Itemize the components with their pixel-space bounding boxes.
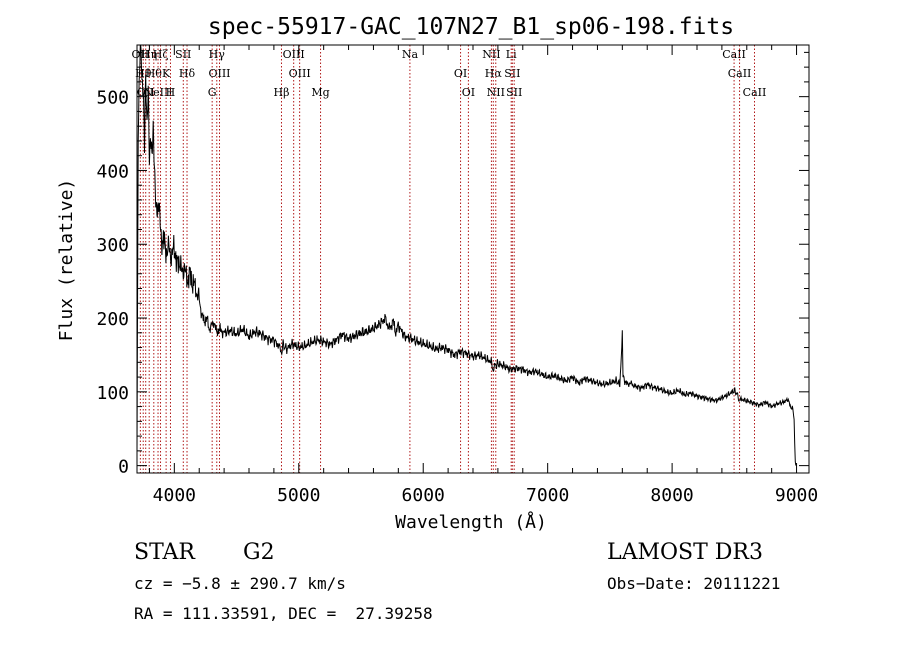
emission-line-markers: OIIHθOIIHηHθNeIIIHζKHSIIHδGHγOIIIHβOIIIO… (132, 45, 767, 473)
spectrum-line (136, 44, 797, 466)
line-marker-label-16: OIII (289, 67, 311, 80)
y-tick-label-5: 500 (96, 88, 129, 109)
redshift-cz: cz = −5.8 ± 290.7 km/s (134, 574, 346, 593)
line-marker-label-28: CaII (728, 67, 752, 80)
line-marker-label-3: Hη (141, 48, 157, 61)
line-marker-label-20: OI (462, 86, 475, 99)
line-marker-label-7: K (162, 67, 171, 80)
y-tick-label-0: 0 (118, 457, 129, 478)
line-marker-label-27: CaII (722, 48, 746, 61)
x-tick-label-4: 8000 (650, 485, 693, 506)
line-marker-label-10: Hδ (179, 67, 196, 80)
chart-title: spec-55917-GAC_107N27_B1_sp06-198.fits (208, 14, 734, 40)
x-tick-label-0: 4000 (153, 485, 196, 506)
line-marker-label-6: Hζ (153, 48, 169, 61)
line-marker-label-25: SII (504, 67, 520, 80)
survey-name: LAMOST DR3 (607, 540, 763, 565)
line-marker-label-14: Hβ (274, 86, 290, 99)
y-tick-label-1: 100 (96, 383, 129, 404)
line-marker-label-22: Hα (485, 67, 503, 80)
line-marker-label-9: SII (175, 48, 191, 61)
x-tick-label-2: 6000 (402, 485, 445, 506)
line-marker-label-13: OIII (208, 67, 230, 80)
y-tick-label-3: 300 (96, 235, 129, 256)
line-marker-label-15: OIII (283, 48, 305, 61)
x-axis-label: Wavelength (Å) (395, 511, 547, 533)
line-marker-label-26: SII (506, 86, 522, 99)
x-tick-label-1: 5000 (277, 485, 320, 506)
line-marker-label-12: Hγ (209, 48, 226, 61)
line-marker-label-23: NII (487, 86, 505, 99)
line-marker-label-19: OI (454, 67, 467, 80)
line-marker-label-4: Hθ (146, 67, 163, 80)
line-marker-label-17: Mg (311, 86, 329, 99)
plot-frame (136, 44, 810, 474)
line-marker-label-11: G (208, 86, 217, 99)
line-marker-label-21: NII (482, 48, 500, 61)
line-marker-label-24: Li (506, 48, 517, 61)
line-marker-label-5: NeIII (143, 86, 172, 99)
line-marker-label-29: CaII (743, 86, 767, 99)
y-tick-label-2: 200 (96, 309, 129, 330)
observation-date: Obs−Date: 20111221 (607, 574, 781, 593)
object-subclass: G2 (243, 540, 275, 565)
x-tick-label-5: 9000 (775, 485, 818, 506)
x-tick-label-3: 7000 (526, 485, 569, 506)
y-tick-label-4: 400 (96, 161, 129, 182)
line-marker-label-8: H (166, 86, 176, 99)
sky-coordinates: RA = 111.33591, DEC = 27.39258 (134, 604, 433, 623)
y-axis-label: Flux (relative) (56, 179, 77, 342)
line-marker-label-18: Na (402, 48, 419, 61)
object-class: STAR (134, 540, 195, 565)
spectrum-series (136, 44, 797, 466)
axes: 4000 5000 6000 7000 8000 9000 0 100 200 300 400 500 (96, 45, 818, 506)
